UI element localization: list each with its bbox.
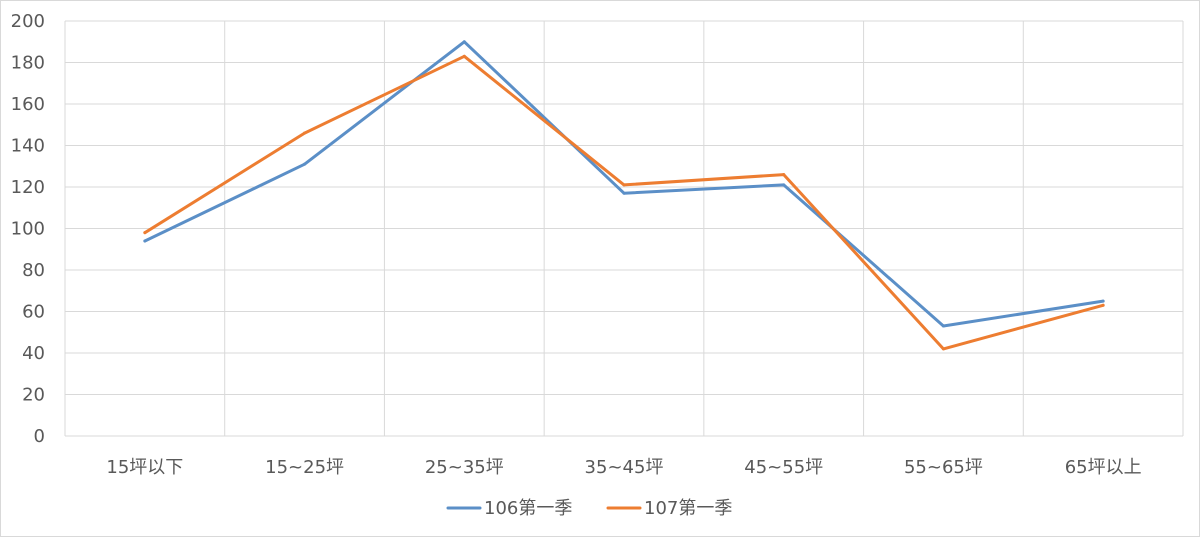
legend-label: 107第一季 [644,498,732,519]
data-point [143,231,147,235]
legend: 106第一季 107第一季 [446,498,732,519]
data-point [462,40,466,44]
x-axis: 15坪以下 15~25坪 25~35坪 35~45坪 45~55坪 55~65坪 65坪以上 [106,457,1141,478]
y-tick-label: 80 [22,260,45,281]
x-tick-label: 55~65坪 [904,457,983,478]
y-tick-label: 60 [22,302,45,323]
data-point [1101,303,1105,307]
data-point [462,54,466,58]
y-tick-label: 120 [11,177,45,198]
y-tick-label: 0 [34,426,45,447]
y-tick-label: 160 [11,94,45,115]
data-point [1101,299,1105,303]
data-point [303,131,307,135]
data-point [941,347,945,351]
x-tick-label: 45~55坪 [744,457,823,478]
x-tick-label: 65坪以上 [1065,457,1142,478]
gridlines [64,20,1184,437]
y-tick-label: 100 [11,219,45,240]
series-group [143,40,1105,351]
data-point [782,173,786,177]
y-tick-label: 40 [22,343,45,364]
data-point [622,183,626,187]
data-point [622,191,626,195]
y-tick-label: 20 [22,385,45,406]
legend-label: 106第一季 [484,498,572,519]
x-tick-label: 25~35坪 [425,457,504,478]
x-tick-label: 15坪以下 [106,457,183,478]
data-point [941,324,945,328]
y-tick-label: 200 [11,11,45,32]
data-point [782,183,786,187]
y-axis: 0 20 40 60 80 100 120 140 160 180 200 [11,11,45,447]
y-tick-label: 180 [11,53,45,74]
x-tick-label: 15~25坪 [265,457,344,478]
series-line-2 [143,54,1105,351]
y-tick-label: 140 [11,136,45,157]
data-point [303,162,307,166]
data-point [143,239,147,243]
x-tick-label: 35~45坪 [585,457,664,478]
